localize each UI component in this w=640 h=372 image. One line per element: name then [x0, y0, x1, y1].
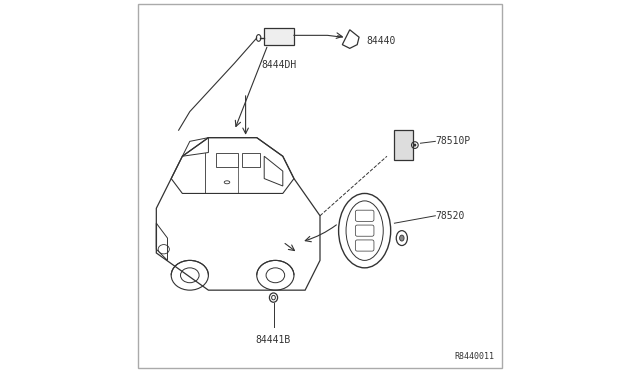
Text: 78520: 78520 [435, 211, 465, 221]
Ellipse shape [413, 144, 417, 147]
Text: 84440: 84440 [367, 36, 396, 46]
Text: 78510P: 78510P [435, 137, 470, 146]
Ellipse shape [399, 235, 404, 241]
FancyBboxPatch shape [394, 130, 413, 160]
Text: 8444DH: 8444DH [262, 60, 297, 70]
Text: 84441B: 84441B [256, 335, 291, 345]
Text: R8440011: R8440011 [455, 352, 495, 361]
FancyBboxPatch shape [264, 28, 294, 45]
